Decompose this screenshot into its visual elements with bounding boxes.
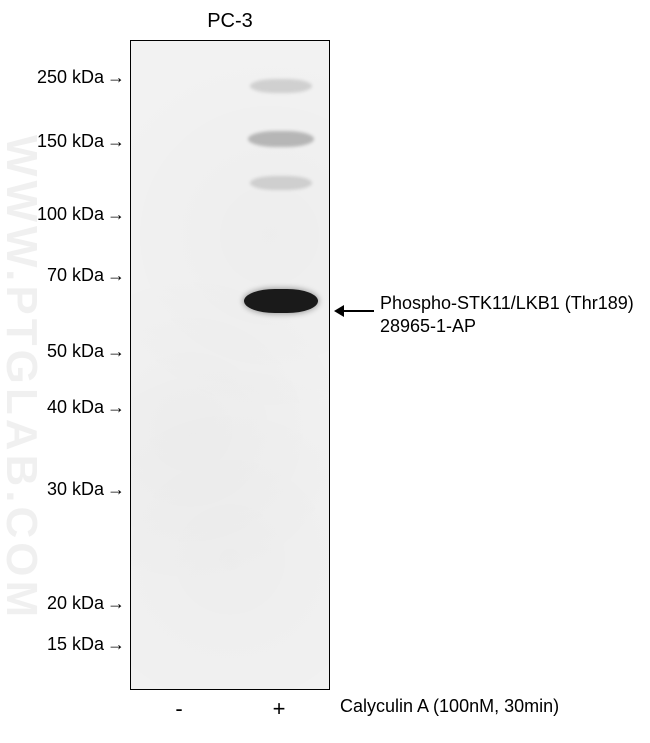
marker-weight: 40 kDa [47,397,104,417]
sample-label: PC-3 [190,10,270,33]
marker-weight: 15 kDa [47,634,104,654]
annotation-line1: Phospho-STK11/LKB1 (Thr189) [380,293,634,313]
marker-label: 50 kDa→ [10,341,125,362]
treatment-label: Calyculin A (100nM, 30min) [340,696,559,717]
blot-band [250,176,312,190]
blot-band [248,131,314,147]
marker-label: 70 kDa→ [10,265,125,286]
arrow-right-icon: → [107,593,125,614]
arrow-right-icon: → [107,397,125,418]
marker-label: 15 kDa→ [10,634,125,655]
marker-label: 250 kDa→ [10,67,125,88]
arrow-right-icon: → [107,479,125,500]
arrow-right-icon: → [107,204,125,225]
blot-band [250,79,312,93]
arrow-right-icon: → [107,67,125,88]
marker-weight: 70 kDa [47,265,104,285]
marker-label: 30 kDa→ [10,479,125,500]
figure-container: WWW.PTGLAB.COM PC-3 250 kDa→150 kDa→100 … [0,0,650,743]
lane-minus-sign: - [164,696,194,722]
annotation-text: Phospho-STK11/LKB1 (Thr189) 28965-1-AP [380,292,634,339]
arrow-right-icon: → [107,265,125,286]
marker-weight: 30 kDa [47,479,104,499]
annotation-arrow-icon [334,302,374,320]
arrow-right-icon: → [107,634,125,655]
marker-weight: 20 kDa [47,593,104,613]
marker-weight: 100 kDa [37,204,104,224]
blot-band [244,289,318,313]
marker-label: 20 kDa→ [10,593,125,614]
lane-plus-sign: + [264,696,294,722]
arrow-right-icon: → [107,131,125,152]
blot-membrane [130,40,330,690]
marker-label: 100 kDa→ [10,204,125,225]
marker-weight: 50 kDa [47,341,104,361]
marker-label: 150 kDa→ [10,131,125,152]
arrow-right-icon: → [107,341,125,362]
annotation-line2: 28965-1-AP [380,316,476,336]
marker-weight: 150 kDa [37,131,104,151]
marker-weight: 250 kDa [37,67,104,87]
marker-label: 40 kDa→ [10,397,125,418]
